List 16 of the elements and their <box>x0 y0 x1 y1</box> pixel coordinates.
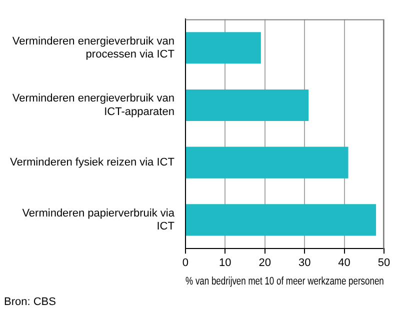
bar <box>186 146 348 178</box>
x-tick-label: 50 <box>378 257 390 270</box>
bar <box>186 89 309 121</box>
x-tick-label: 20 <box>258 257 271 270</box>
bar <box>186 204 376 236</box>
x-tick-label: 0 <box>182 257 189 270</box>
bar <box>186 32 261 64</box>
x-axis-title: % van bedrijven met 10 of meer werkzame personen <box>186 275 384 288</box>
text: Bron: CBS <box>4 296 56 308</box>
x-tick-label: 30 <box>298 257 311 270</box>
y-tick-label: Verminderen energieverbruik van processen via ICT <box>12 35 175 61</box>
y-tick-label: Verminderen energieverbruik van ICT-apparaten <box>12 92 174 118</box>
y-tick-label: Verminderen papierverbruik via ICT <box>22 207 176 233</box>
x-tick-label: 40 <box>338 257 350 270</box>
x-tick-label: 10 <box>219 257 232 270</box>
y-tick-label: Verminderen fysiek reizen via ICT <box>10 156 175 169</box>
